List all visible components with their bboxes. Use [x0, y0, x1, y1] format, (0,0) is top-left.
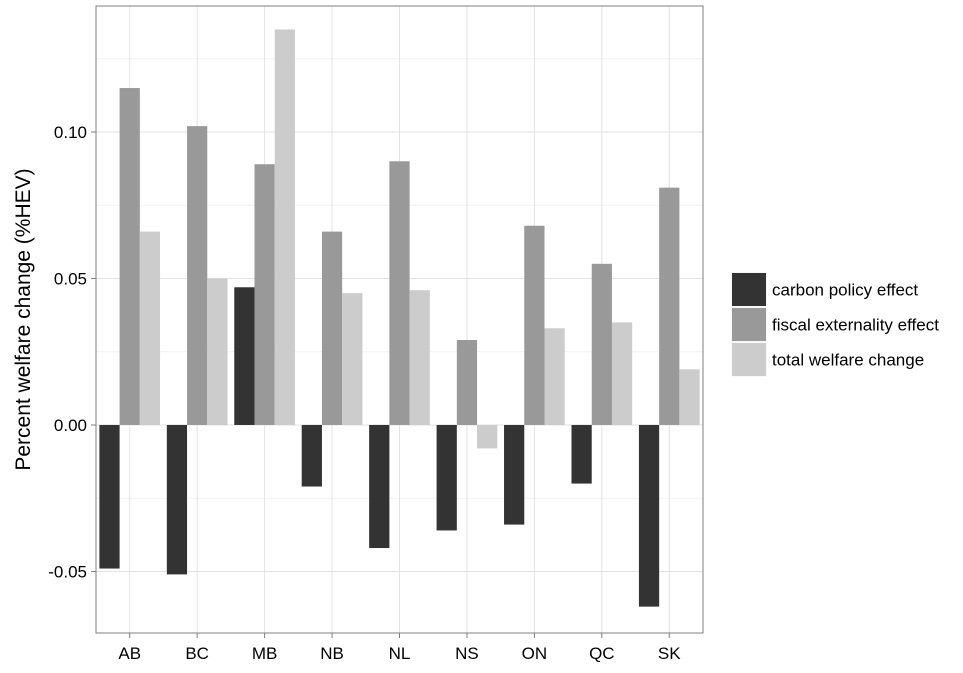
x-tick-label: QC [589, 644, 615, 663]
bar [436, 424, 457, 531]
y-axis-title: Percent welfare change (%HEV) [12, 168, 35, 470]
legend-swatch [732, 273, 766, 306]
bar [389, 161, 410, 425]
bar [234, 287, 255, 425]
bar [321, 231, 343, 425]
bar [456, 340, 478, 425]
x-tick-label: NS [455, 644, 479, 663]
bar [544, 328, 565, 425]
bar [274, 29, 295, 425]
x-axis: AB BC MB NB NL NS ON QC SK [118, 633, 681, 663]
bar [301, 424, 322, 487]
legend-label: total welfare change [772, 351, 924, 370]
legend-label: fiscal externality effect [772, 316, 939, 335]
bar [99, 424, 120, 569]
bar [119, 88, 140, 425]
bar [611, 322, 633, 425]
bar [254, 164, 275, 425]
x-tick-label: NB [320, 644, 344, 663]
x-tick-label: AB [118, 644, 141, 663]
bar [342, 293, 363, 425]
x-tick-label: ON [522, 644, 548, 663]
bar [139, 231, 161, 425]
bar [409, 290, 430, 425]
bar [504, 424, 525, 525]
x-tick-label: SK [658, 644, 681, 663]
bar [679, 369, 700, 425]
legend-label: carbon policy effect [772, 281, 918, 300]
bar [187, 126, 208, 425]
y-tick-label: 0.10 [54, 123, 87, 142]
bar [571, 424, 592, 484]
bar [591, 263, 612, 425]
y-tick-label: -0.05 [48, 562, 87, 581]
bar [659, 187, 680, 425]
bar [477, 424, 498, 449]
y-tick-label: 0.00 [54, 416, 87, 435]
y-tick-label: 0.05 [54, 269, 87, 288]
bar [207, 278, 228, 425]
bar [524, 225, 545, 425]
bar [369, 424, 390, 549]
legend: carbon policy effect fiscal externality e… [730, 271, 939, 378]
y-axis: -0.05 0.00 0.05 0.10 [48, 123, 96, 581]
legend-swatch [732, 308, 766, 341]
bar [638, 424, 660, 607]
x-tick-label: BC [185, 644, 209, 663]
x-tick-label: MB [252, 644, 278, 663]
x-tick-label: NL [389, 644, 411, 663]
legend-swatch [732, 343, 766, 376]
bar [166, 424, 188, 575]
bars [99, 29, 700, 607]
